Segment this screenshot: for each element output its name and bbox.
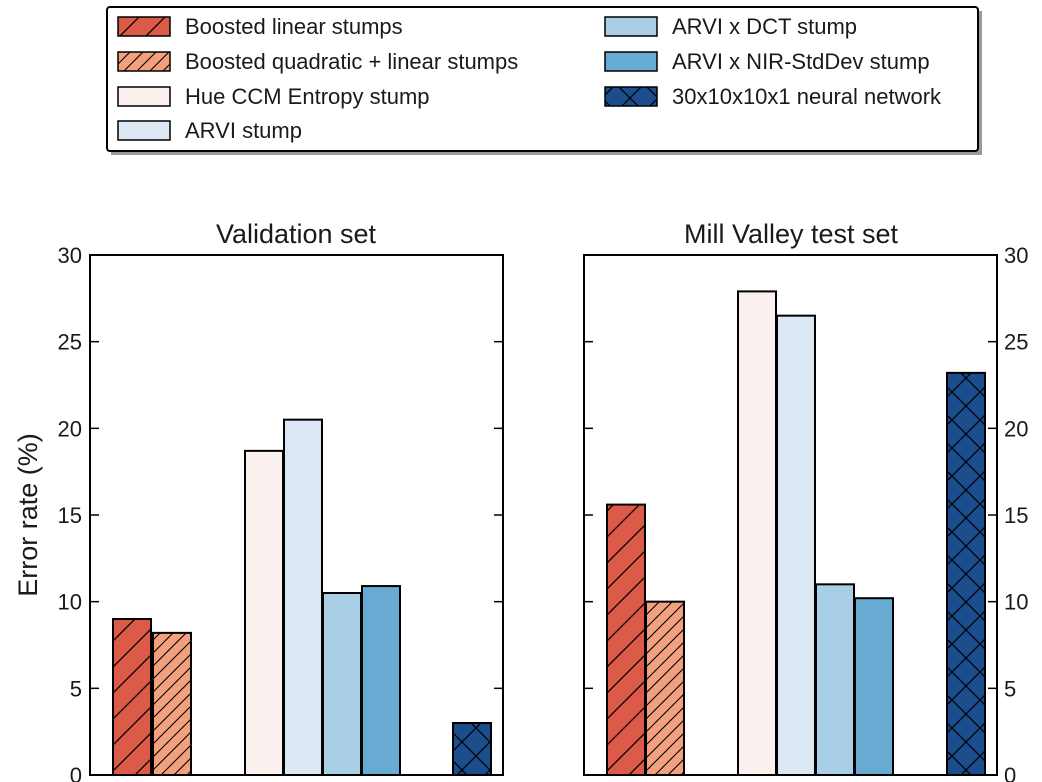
legend-item: Boosted quadratic + linear stumps	[117, 49, 518, 74]
y-axis-ticks: 0 5 10 15 20 25 30	[58, 243, 503, 782]
legend-items: Boosted linear stumps Boosted quadratic +…	[117, 14, 942, 143]
y-tick-label: 30	[58, 243, 82, 268]
bar-arvi-x-nir-stddev-stump	[361, 585, 401, 776]
bar-group	[112, 418, 492, 776]
plot-frame	[583, 254, 998, 776]
bar-boosted-quadratic-linear-stumps	[152, 631, 192, 776]
bar-hue-ccm-entropy-stump	[244, 449, 284, 776]
legend-label: 30x10x10x1 neural network	[672, 84, 942, 109]
legend-swatch-hatch	[605, 87, 657, 106]
y-tick-label: 15	[1004, 503, 1028, 528]
legend: Boosted linear stumps Boosted quadratic +…	[106, 6, 982, 155]
y-tick-label: 20	[1004, 416, 1028, 441]
legend-label: Hue CCM Entropy stump	[185, 84, 430, 109]
y-tick-label: 25	[58, 330, 82, 355]
bar-boosted-linear-stumps	[112, 618, 152, 776]
bar-group	[606, 290, 986, 777]
y-tick-label: 0	[1004, 763, 1016, 782]
bar	[855, 598, 893, 775]
legend-label: ARVI x DCT stump	[672, 14, 857, 39]
bar-arvi-stump	[776, 314, 816, 776]
y-tick-label: 30	[1004, 243, 1028, 268]
legend-swatch-hatch	[118, 17, 170, 36]
bar-hatch	[947, 372, 985, 775]
bar	[777, 315, 815, 775]
bar-arvi-x-dct-stump	[815, 583, 855, 776]
legend-item: 30x10x10x1 neural network	[604, 84, 942, 109]
legend-label: Boosted linear stumps	[185, 14, 403, 39]
bar-arvi-x-nir-stddev-stump	[854, 597, 894, 777]
y-tick-label: 20	[58, 416, 82, 441]
validation-panel: Validation set Error rate (%) 0 5 10 15 20 25…	[13, 219, 504, 782]
bar-boosted-quadratic-linear-stumps	[645, 600, 685, 777]
bar-hatch	[153, 632, 191, 775]
legend-label: ARVI x NIR-StdDev stump	[672, 49, 930, 74]
bar	[362, 586, 400, 775]
bar-hatch	[607, 504, 645, 775]
legend-swatch-hatch	[118, 52, 170, 71]
bar-hatch	[453, 723, 491, 775]
bar-hue-ccm-entropy-stump	[737, 290, 777, 776]
y-tick-label: 10	[1004, 590, 1028, 615]
legend-swatch	[117, 120, 171, 141]
chart-title: Validation set	[216, 219, 377, 249]
y-axis-label: Error rate (%)	[13, 433, 43, 597]
legend-item: Boosted linear stumps	[117, 14, 403, 39]
bar	[245, 450, 283, 775]
legend-item: ARVI stump	[117, 118, 302, 143]
legend-item: ARVI x DCT stump	[604, 14, 857, 39]
y-axis-ticks: 0 5 10 15 20 25 30	[584, 243, 1028, 782]
y-tick-label: 10	[58, 590, 82, 615]
legend-frame	[106, 6, 979, 152]
bar	[323, 593, 361, 775]
bar	[738, 291, 776, 775]
bar-30x10x10x1-neural-network	[452, 722, 492, 776]
mill-valley-panel: Mill Valley test set 0 5 10 15 20 25 30	[583, 219, 1028, 782]
bar	[816, 584, 854, 775]
bar-hatch	[113, 619, 151, 775]
bar-arvi-x-dct-stump	[322, 592, 362, 776]
bar-hatch	[646, 601, 684, 775]
legend-label: Boosted quadratic + linear stumps	[185, 49, 518, 74]
chart-title: Mill Valley test set	[684, 219, 899, 249]
y-tick-label: 5	[70, 676, 82, 701]
y-tick-label: 15	[58, 503, 82, 528]
y-tick-label: 5	[1004, 676, 1016, 701]
bar-30x10x10x1-neural-network	[946, 371, 986, 776]
legend-swatch	[117, 86, 171, 107]
legend-label: ARVI stump	[185, 118, 302, 143]
y-tick-label: 0	[70, 763, 82, 782]
bar	[284, 419, 322, 775]
legend-swatch	[604, 51, 658, 72]
plot-frame	[89, 254, 504, 776]
y-tick-label: 25	[1004, 330, 1028, 355]
legend-item: Hue CCM Entropy stump	[117, 84, 430, 109]
legend-swatch	[604, 16, 658, 37]
bar-arvi-stump	[283, 418, 323, 776]
bar-boosted-linear-stumps	[606, 503, 646, 776]
legend-item: ARVI x NIR-StdDev stump	[604, 49, 930, 74]
